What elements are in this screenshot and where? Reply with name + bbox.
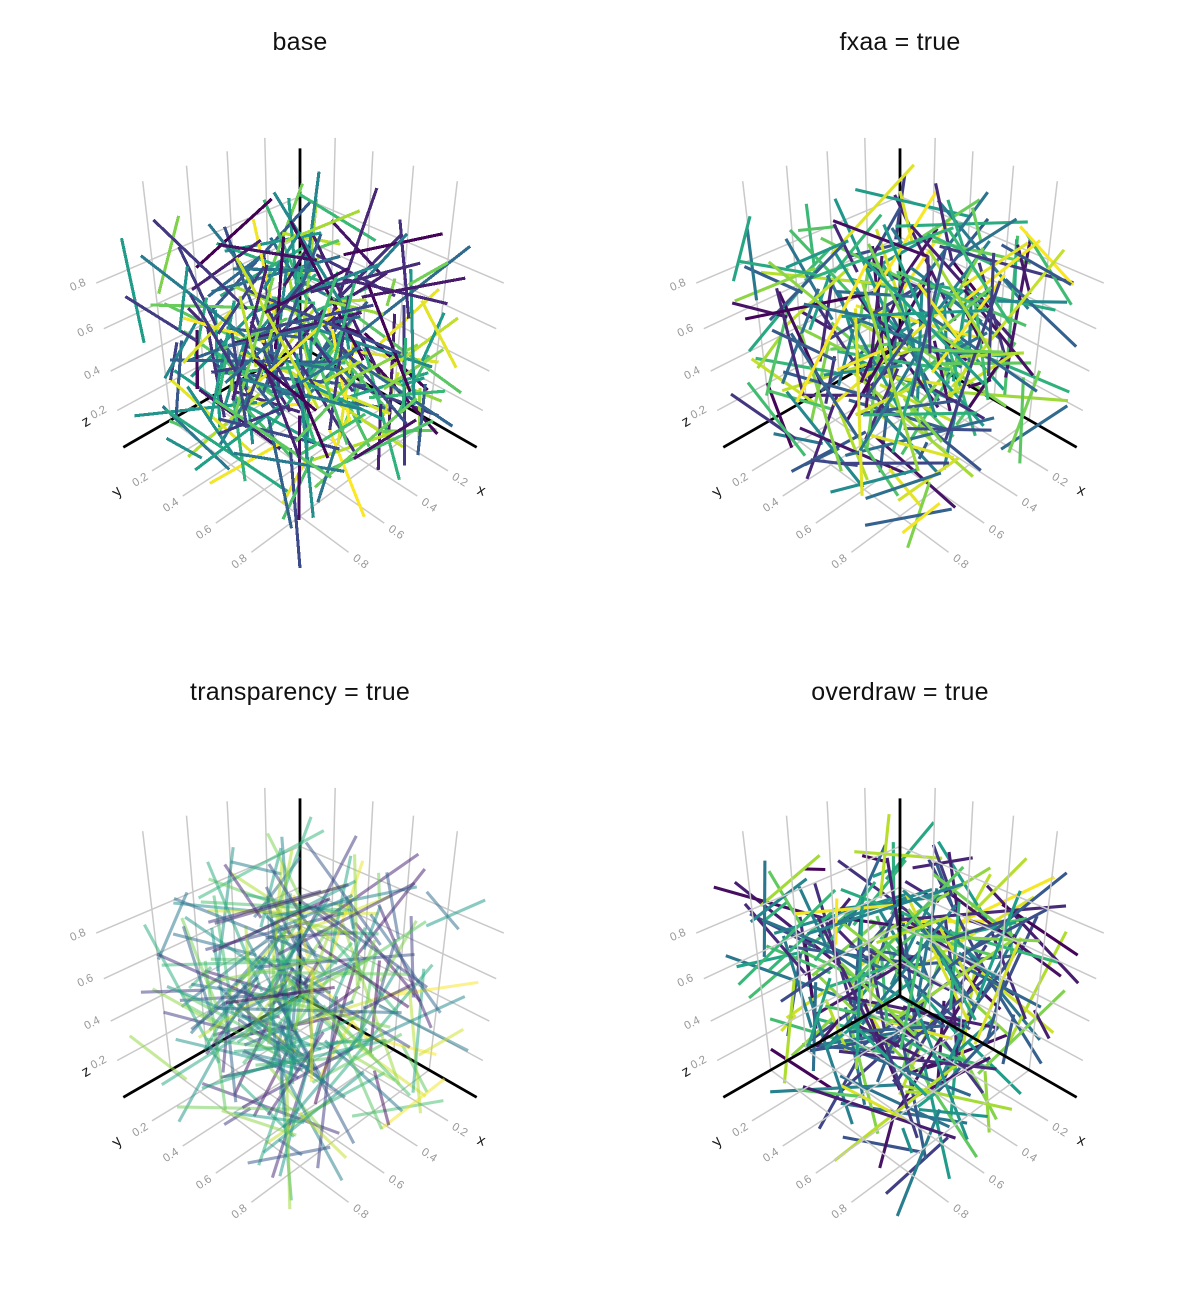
z-tick-label: 0.6 [676,322,696,340]
x-tick-label: 0.4 [419,496,439,515]
axis-lines [722,798,1078,1099]
z-tick-label: 0.6 [76,972,96,990]
x-tick-label: 0.6 [986,1173,1006,1192]
y-tick-label: 0.8 [830,552,850,571]
x-axis-letter: x [1075,1131,1088,1150]
y-tick-label: 0.6 [194,1173,214,1192]
y-tick-label: 0.8 [230,1202,250,1221]
panel-title: fxaa = true [839,28,961,56]
x-tick-label: 0.8 [950,552,970,571]
x-tick-label: 0.8 [350,552,370,571]
y-tick-label: 0.4 [161,496,181,515]
y-axis-letter: y [108,483,126,501]
z-tick-label: 0.2 [689,404,709,422]
x-tick-label: 0.6 [386,1173,406,1192]
y-tick-label: 0.2 [730,1121,750,1140]
x-tick-label: 0.8 [350,1202,370,1221]
line-segments [119,171,472,569]
x-tick-label: 0.4 [1019,496,1039,515]
z-tick-label: 0.2 [689,1054,709,1072]
x-tick-label: 0.8 [950,1202,970,1221]
x-tick-label: 0.4 [419,1146,439,1165]
panel-title: overdraw = true [811,678,989,706]
z-tick-label: 0.4 [83,1014,103,1032]
y-tick-label: 0.2 [130,471,150,490]
z-tick-label: 0.2 [89,1054,109,1072]
y-axis-letter: y [708,1133,726,1151]
x-axis-letter: x [1075,481,1088,500]
y-tick-label: 0.2 [130,1121,150,1140]
z-tick-label: 0.8 [668,927,687,944]
line-segments [128,816,486,1210]
x-tick-label: 0.2 [450,1121,470,1140]
z-tick-label: 0.4 [83,364,103,382]
y-tick-label: 0.2 [730,471,750,490]
y-tick-label: 0.4 [761,1146,781,1165]
grid-lines [695,787,1105,1203]
panel-fxaa: 0.2 0.2 0.2 0.4 0.4 0.4 0.6 0.6 0.6 0.8 0.8 0.8 x y z … [600,0,1200,650]
z-tick-label: 0.8 [668,277,687,294]
panel-title: transparency = true [190,678,410,706]
z-tick-label: 0.2 [89,404,109,422]
y-tick-label: 0.8 [830,1202,850,1221]
y-tick-label: 0.6 [194,523,214,542]
x-tick-label: 0.6 [386,523,406,542]
x-tick-label: 0.2 [1050,471,1070,490]
y-tick-label: 0.6 [794,1173,814,1192]
z-tick-label: 0.6 [676,972,696,990]
z-tick-label: 0.8 [68,927,87,944]
panel-base: 0.2 0.2 0.2 0.4 0.4 0.4 0.6 0.6 0.6 0.8 0.8 0.8 x y z … [0,0,600,650]
x-axis-letter: x [475,481,488,500]
x-axis-letter: x [475,1131,488,1150]
x-tick-label: 0.2 [1050,1121,1070,1140]
panel-title: base [272,28,328,56]
x-tick-label: 0.4 [1019,1146,1039,1165]
y-tick-label: 0.4 [761,496,781,515]
panel-overdraw: 0.2 0.2 0.2 0.4 0.4 0.4 0.6 0.6 0.6 0.8 0.8 0.8 x y z … [600,650,1200,1300]
y-axis-letter: y [708,483,726,501]
y-axis-letter: y [108,1133,126,1151]
z-tick-label: 0.4 [683,364,703,382]
z-tick-label: 0.8 [68,277,87,294]
y-tick-label: 0.8 [230,552,250,571]
x-tick-label: 0.2 [450,471,470,490]
y-tick-label: 0.6 [794,523,814,542]
z-tick-label: 0.4 [683,1014,703,1032]
y-tick-label: 0.4 [161,1146,181,1165]
x-tick-label: 0.6 [986,523,1006,542]
line-segments [730,163,1078,549]
z-tick-label: 0.6 [76,322,96,340]
panel-transparency: 0.2 0.2 0.2 0.4 0.4 0.4 0.6 0.6 0.6 0.8 0.8 0.8 x y z … [0,650,600,1300]
